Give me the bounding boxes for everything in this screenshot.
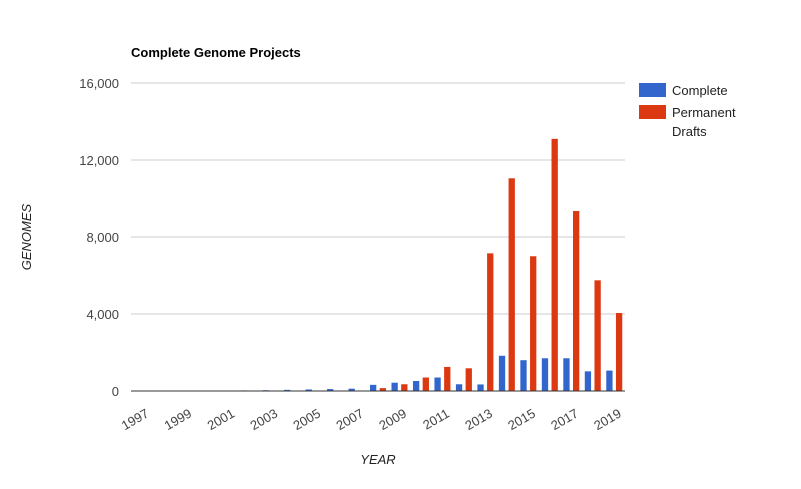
x-tick-label: 2009 — [376, 406, 409, 433]
bar-complete-2016[interactable] — [541, 358, 549, 391]
x-tick-label: 1999 — [162, 406, 195, 433]
y-axis-tick-labels: 16,000 12,000 8,000 4,000 0 — [79, 76, 119, 399]
legend-label-complete: Complete — [672, 83, 728, 98]
legend-swatch-permanent-drafts — [639, 105, 666, 119]
bar-permanent-drafts-2008[interactable] — [379, 388, 386, 391]
y-tick-label: 8,000 — [86, 230, 119, 245]
bar-complete-2010[interactable] — [412, 380, 420, 391]
y-axis-title: GENOMES — [19, 203, 34, 270]
x-axis-tick-labels: 1997 1999 2001 2003 2005 2007 2009 2011 2013 2015… — [119, 406, 624, 433]
bar-complete-2018[interactable] — [584, 371, 592, 391]
y-tick-label: 0 — [112, 384, 119, 399]
legend-swatch-complete — [639, 83, 666, 97]
x-tick-label: 2005 — [291, 406, 324, 433]
y-tick-label: 4,000 — [86, 307, 119, 322]
bar-complete-2009[interactable] — [391, 382, 398, 391]
bar-complete-2008[interactable] — [370, 384, 377, 391]
y-tick-label: 16,000 — [79, 76, 119, 91]
x-tick-label: 2003 — [248, 406, 281, 433]
bar-permanent-drafts-2018[interactable] — [594, 280, 601, 391]
bar-complete-2017[interactable] — [563, 358, 570, 391]
x-tick-label: 2015 — [505, 406, 538, 433]
x-tick-label: 2001 — [205, 406, 238, 433]
bar-permanent-drafts-2011[interactable] — [444, 366, 451, 391]
legend: Complete Permanent Drafts — [639, 83, 736, 139]
bar-complete-2011[interactable] — [434, 377, 441, 391]
x-tick-label: 1997 — [119, 406, 152, 433]
bar-permanent-drafts-2017[interactable] — [573, 211, 580, 391]
bar-complete-2004[interactable] — [284, 389, 291, 391]
legend-label-permanent-drafts: Permanent — [672, 105, 736, 120]
bar-permanent-drafts-2014[interactable] — [508, 178, 515, 391]
x-axis-title: YEAR — [360, 452, 395, 467]
bar-complete-2013[interactable] — [477, 384, 484, 391]
x-tick-label: 2017 — [548, 406, 581, 433]
bar-permanent-drafts-2013[interactable] — [487, 253, 494, 391]
bar-permanent-drafts-2010[interactable] — [422, 377, 429, 391]
bars — [133, 138, 623, 391]
bar-complete-2006[interactable] — [327, 389, 334, 391]
bar-complete-2019[interactable] — [606, 370, 613, 391]
bar-complete-2015[interactable] — [520, 360, 527, 391]
bar-complete-2012[interactable] — [455, 384, 463, 391]
bar-permanent-drafts-2009[interactable] — [401, 384, 408, 391]
chart-title: Complete Genome Projects — [131, 45, 301, 60]
bar-complete-2014[interactable] — [498, 355, 506, 391]
bar-complete-2007[interactable] — [348, 388, 355, 391]
x-tick-label: 2019 — [591, 406, 624, 433]
legend-label-permanent-drafts: Drafts — [672, 124, 707, 139]
x-tick-label: 2007 — [333, 406, 366, 433]
bar-permanent-drafts-2012[interactable] — [465, 368, 472, 391]
bar-complete-2005[interactable] — [305, 389, 312, 391]
gridlines — [131, 82, 625, 315]
bar-permanent-drafts-2019[interactable] — [615, 313, 623, 391]
y-tick-label: 12,000 — [79, 153, 119, 168]
bar-permanent-drafts-2015[interactable] — [530, 256, 537, 391]
x-tick-label: 2011 — [420, 406, 452, 433]
bar-permanent-drafts-2016[interactable] — [551, 138, 558, 391]
x-tick-label: 2013 — [462, 406, 495, 433]
